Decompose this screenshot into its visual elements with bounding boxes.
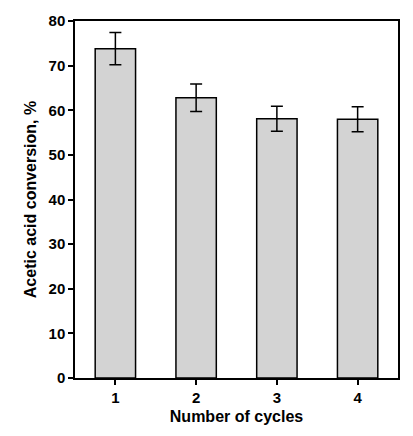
svg-text:40: 40 xyxy=(49,191,66,208)
svg-text:50: 50 xyxy=(49,146,66,163)
svg-text:1: 1 xyxy=(111,389,119,406)
svg-text:0: 0 xyxy=(57,369,65,386)
svg-text:4: 4 xyxy=(353,389,362,406)
svg-text:80: 80 xyxy=(49,12,66,29)
svg-text:Number of cycles: Number of cycles xyxy=(170,408,303,425)
svg-text:20: 20 xyxy=(49,280,66,297)
svg-text:2: 2 xyxy=(192,389,200,406)
svg-text:60: 60 xyxy=(49,102,66,119)
svg-text:70: 70 xyxy=(49,57,66,74)
svg-text:10: 10 xyxy=(49,325,66,342)
svg-text:3: 3 xyxy=(273,389,281,406)
svg-text:Acetic acid conversion, %: Acetic acid conversion, % xyxy=(22,101,39,298)
svg-text:30: 30 xyxy=(49,235,66,252)
